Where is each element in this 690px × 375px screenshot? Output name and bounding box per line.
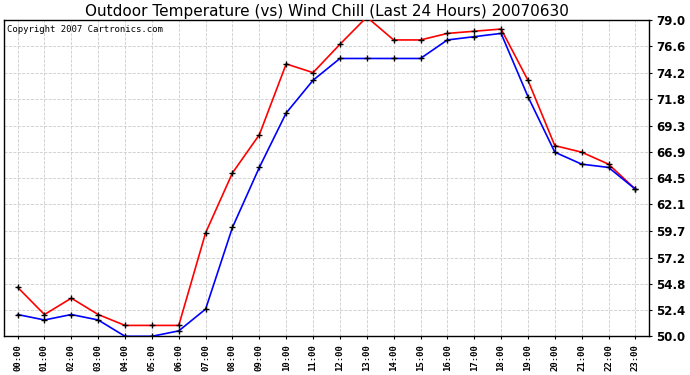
Text: Copyright 2007 Cartronics.com: Copyright 2007 Cartronics.com — [8, 25, 164, 34]
Title: Outdoor Temperature (vs) Wind Chill (Last 24 Hours) 20070630: Outdoor Temperature (vs) Wind Chill (Las… — [85, 4, 569, 19]
